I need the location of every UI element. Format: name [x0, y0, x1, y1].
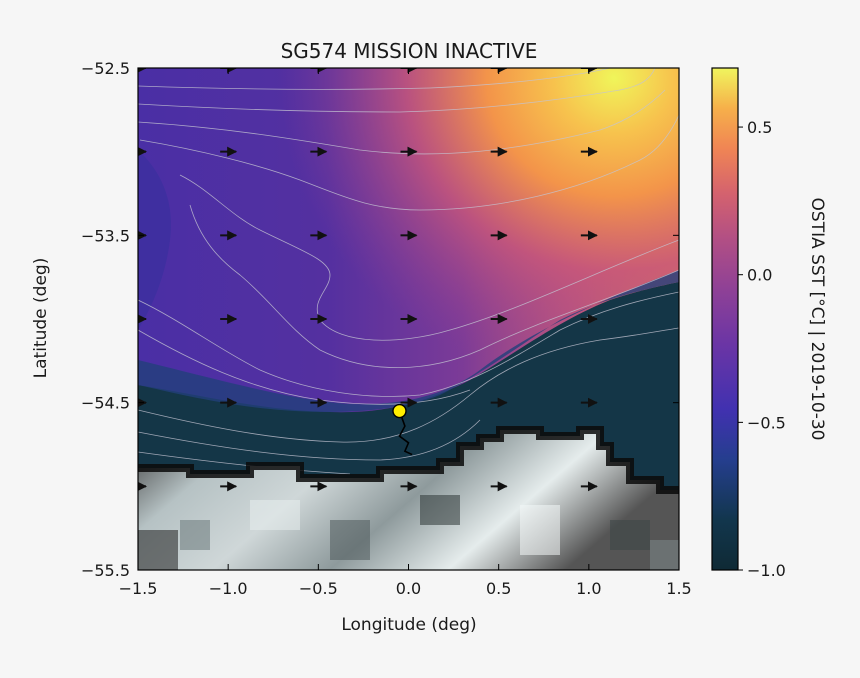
- ice-patch: [520, 505, 560, 555]
- glider-track: [398, 410, 413, 456]
- y-axis-label: Latitude (deg): [31, 258, 51, 379]
- contour-line: [138, 419, 481, 461]
- colorbar: [711, 67, 739, 571]
- colorbar-label: OSTIA SST [°C] | 2019-10-30: [807, 198, 827, 441]
- colorbar-tick-label: 0.0: [747, 266, 772, 285]
- contour-line: [139, 114, 679, 211]
- sea-ice-dark-edge: [138, 426, 679, 494]
- y-tick-label: −52.5: [81, 59, 130, 78]
- ice-patch: [610, 520, 650, 550]
- current-vectors: [138, 68, 598, 492]
- x-axis-label: Longitude (deg): [341, 615, 476, 635]
- contour-lines: [138, 68, 679, 475]
- colorbar-ticks: 0.5 0.0 −0.5 −1.0: [738, 118, 786, 580]
- contour-line: [138, 327, 679, 443]
- y-axis: −52.5 −53.5 −54.5 −55.5: [81, 59, 679, 580]
- sea-ice-texture: [138, 495, 679, 570]
- y-tick-label: −54.5: [81, 394, 130, 413]
- x-tick-label: −1.5: [119, 579, 158, 598]
- contour-line: [138, 68, 611, 90]
- ice-patch: [138, 530, 178, 570]
- ice-patch: [330, 520, 370, 560]
- y-tick-label: −53.5: [81, 226, 130, 245]
- ice-patch: [650, 540, 679, 570]
- contour-line: [138, 68, 656, 113]
- plot-area: [138, 68, 679, 570]
- x-tick-label: 0.5: [486, 579, 511, 598]
- ice-patch: [420, 495, 460, 525]
- contour-line: [138, 451, 351, 475]
- x-tick-label: 1.0: [576, 579, 601, 598]
- sst-west-cold: [138, 150, 171, 330]
- contour-line: [138, 89, 666, 155]
- x-axis: −1.5 −1.0 −0.5 0.0 0.5 1.0 1.5: [119, 68, 692, 598]
- x-tick-label: 1.5: [666, 579, 691, 598]
- contour-line: [189, 204, 679, 369]
- colorbar-tick-label: −1.0: [747, 561, 786, 580]
- y-tick-label: −55.5: [81, 561, 130, 580]
- colorbar-tick-label: 0.5: [747, 118, 772, 137]
- ice-patch: [250, 500, 300, 530]
- x-tick-label: −0.5: [299, 579, 338, 598]
- chart-title: SG574 MISSION INACTIVE: [281, 39, 538, 63]
- x-tick-label: −1.0: [209, 579, 248, 598]
- ice-patch: [180, 520, 210, 550]
- x-tick-label: 0.0: [396, 579, 421, 598]
- colorbar-tick-label: −0.5: [747, 413, 786, 432]
- glider-position-marker[interactable]: [392, 403, 407, 419]
